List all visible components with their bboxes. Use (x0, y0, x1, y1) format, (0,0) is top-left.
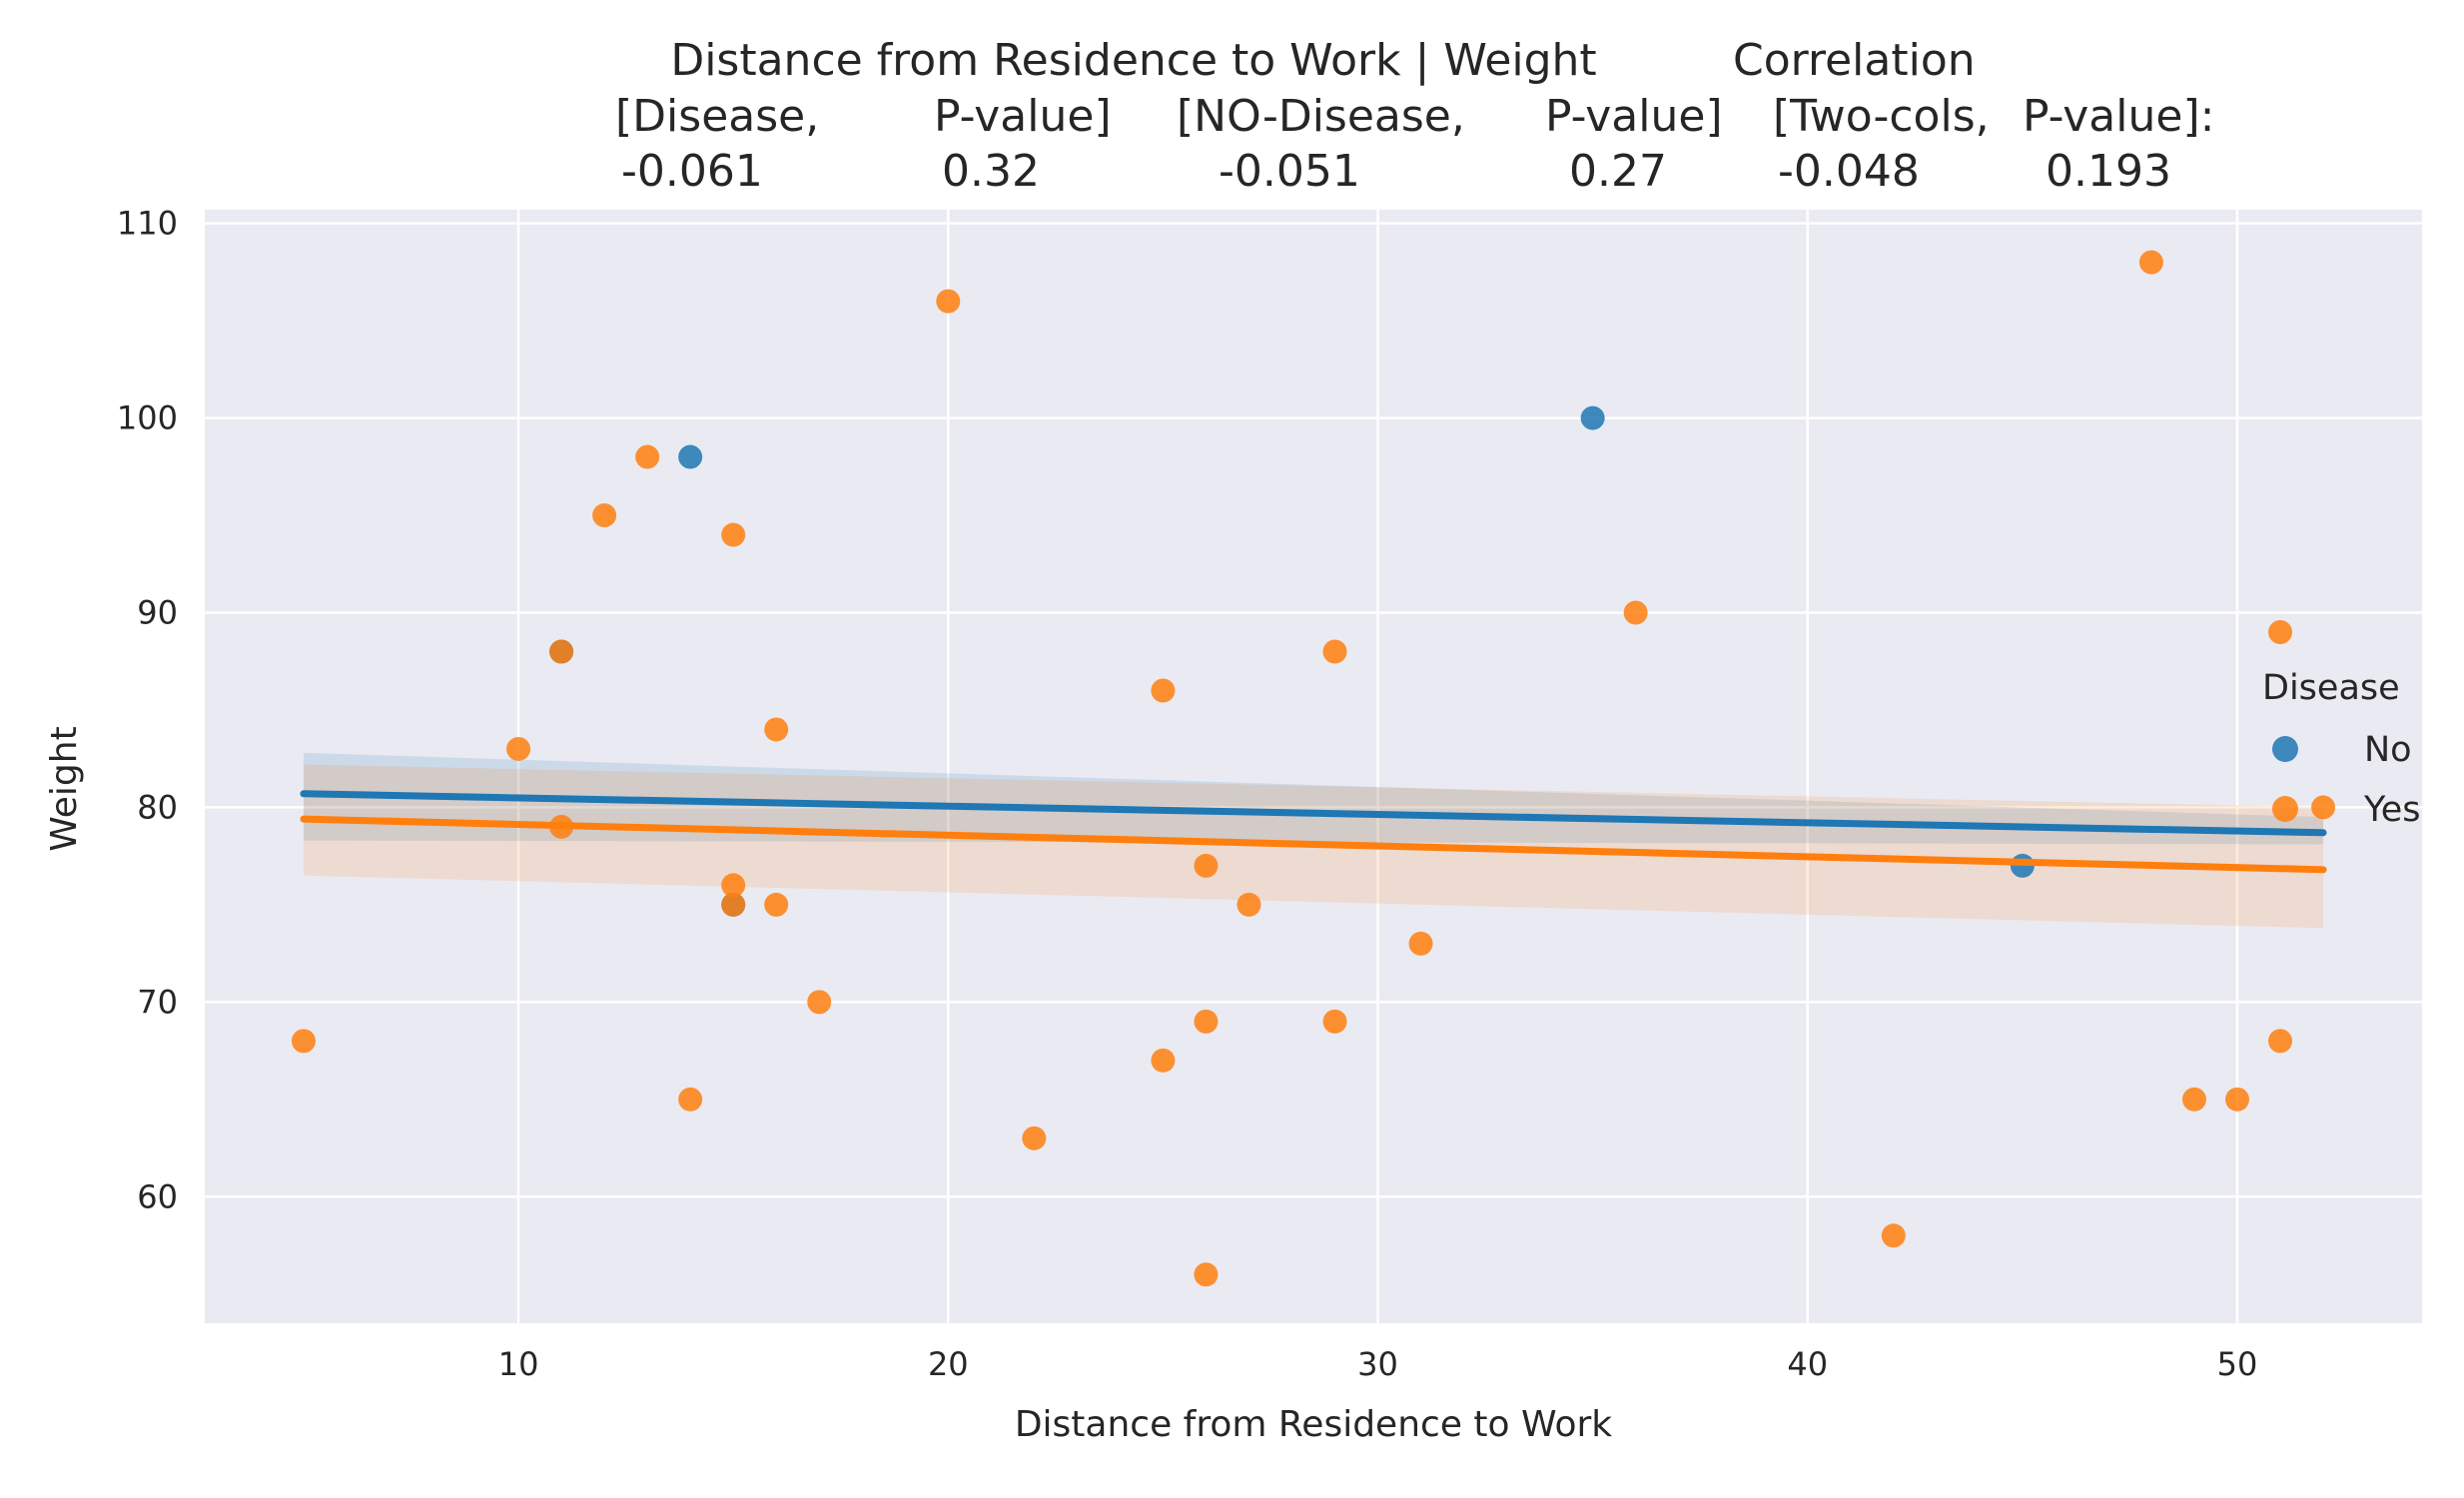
point-yes (1623, 600, 1648, 625)
tick-labels: 10 20 30 40 50 60 70 80 90 100 110 (117, 205, 2257, 1383)
point-yes (807, 990, 832, 1015)
point-yes (721, 522, 746, 547)
corr-disease: -0.061 (621, 146, 763, 197)
x-tick-label: 30 (1357, 1345, 1398, 1383)
point-no (678, 444, 703, 469)
data-points (291, 250, 2336, 1287)
title-line-2-pvalue-1: P-value] (934, 91, 1112, 142)
point-yes (1194, 1009, 1219, 1034)
title-line-1b: Correlation (1733, 35, 1976, 86)
fit-line-no (300, 790, 2327, 837)
point-yes (936, 289, 961, 314)
point-yes (721, 892, 746, 917)
point-yes (764, 717, 789, 742)
point-yes (2138, 250, 2163, 275)
chart-title: Distance from Residence to Work | Weight… (615, 35, 2214, 197)
title-line-2-pvalue-2: P-value] (1545, 91, 1723, 142)
title-line-2-pvalue-3: P-value]: (2023, 91, 2214, 142)
x-axis-label: Distance from Residence to Work (1015, 1404, 1612, 1445)
y-tick-label: 90 (137, 594, 178, 632)
point-yes (721, 873, 746, 898)
y-tick-label: 100 (117, 399, 178, 437)
point-yes (2268, 1029, 2293, 1054)
point-yes (678, 1087, 703, 1112)
fit-line-yes (300, 815, 2327, 874)
x-tick-label: 40 (1787, 1345, 1828, 1383)
regression-lines (300, 790, 2327, 874)
point-yes (592, 503, 617, 528)
point-yes (1881, 1223, 1906, 1248)
point-yes (1022, 1125, 1047, 1150)
point-yes (549, 639, 574, 664)
point-yes (1236, 892, 1261, 917)
point-yes (1322, 1009, 1347, 1034)
title-line-2-two-cols: [Two-cols, (1773, 91, 1990, 142)
title-line-2-no-disease: [NO-Disease, (1177, 91, 1465, 142)
x-tick-label: 10 (498, 1345, 539, 1383)
legend-title: Disease (2262, 668, 2400, 708)
point-yes (1151, 1048, 1176, 1073)
legend-label-no: No (2364, 730, 2412, 770)
y-tick-label: 60 (137, 1177, 178, 1215)
point-yes (2225, 1087, 2249, 1112)
point-no (1580, 405, 1605, 430)
point-yes (291, 1029, 316, 1054)
legend-marker-no (2272, 736, 2298, 762)
legend-label-yes: Yes (2363, 790, 2421, 830)
y-tick-label: 110 (117, 205, 178, 243)
corr-two-cols: -0.048 (1778, 146, 1920, 197)
y-tick-label: 70 (137, 983, 178, 1021)
x-tick-label: 50 (2217, 1345, 2258, 1383)
legend: Disease No Yes (2262, 668, 2421, 830)
y-tick-label: 80 (137, 788, 178, 826)
point-yes (1151, 678, 1176, 703)
x-tick-label: 20 (928, 1345, 969, 1383)
point-yes (1194, 1262, 1219, 1287)
title-line-2-disease: [Disease, (615, 91, 819, 142)
point-yes (1408, 931, 1433, 956)
point-yes (764, 892, 789, 917)
title-line-1a: Distance from Residence to Work | Weight (670, 35, 1596, 86)
point-yes (1322, 639, 1347, 664)
pvalue-two-cols: 0.193 (2046, 146, 2171, 197)
point-yes (1194, 853, 1219, 878)
point-yes (2181, 1087, 2206, 1112)
plot-area (205, 210, 2422, 1323)
corr-no-disease: -0.051 (1219, 146, 1360, 197)
legend-marker-yes (2272, 796, 2298, 822)
pvalue-disease: 0.32 (942, 146, 1040, 197)
point-yes (506, 736, 531, 761)
point-yes (2268, 619, 2293, 644)
y-axis-label: Weight (44, 726, 85, 851)
point-yes (635, 444, 660, 469)
grid-lines (205, 210, 2422, 1323)
pvalue-no-disease: 0.27 (1569, 146, 1667, 197)
point-yes (2311, 795, 2336, 820)
